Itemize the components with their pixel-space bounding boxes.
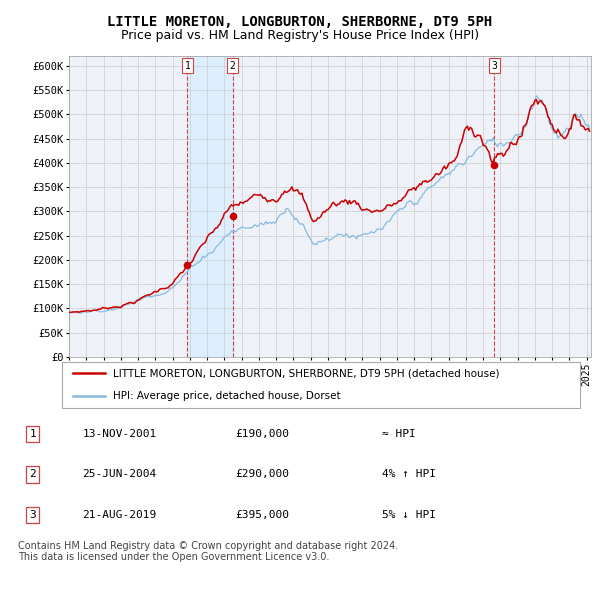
Text: 1: 1 bbox=[29, 429, 36, 439]
Text: LITTLE MORETON, LONGBURTON, SHERBORNE, DT9 5PH: LITTLE MORETON, LONGBURTON, SHERBORNE, D… bbox=[107, 15, 493, 29]
Text: 13-NOV-2001: 13-NOV-2001 bbox=[83, 429, 157, 439]
Text: 1: 1 bbox=[185, 61, 190, 71]
Text: £290,000: £290,000 bbox=[235, 470, 289, 479]
FancyBboxPatch shape bbox=[62, 362, 580, 408]
Text: LITTLE MORETON, LONGBURTON, SHERBORNE, DT9 5PH (detached house): LITTLE MORETON, LONGBURTON, SHERBORNE, D… bbox=[113, 368, 500, 378]
Text: 2: 2 bbox=[230, 61, 236, 71]
Bar bbox=[187, 56, 233, 357]
Text: ≈ HPI: ≈ HPI bbox=[382, 429, 416, 439]
Text: 3: 3 bbox=[491, 61, 497, 71]
Text: 25-JUN-2004: 25-JUN-2004 bbox=[83, 470, 157, 479]
Text: 4% ↑ HPI: 4% ↑ HPI bbox=[382, 470, 436, 479]
Text: 21-AUG-2019: 21-AUG-2019 bbox=[83, 510, 157, 520]
Text: Price paid vs. HM Land Registry's House Price Index (HPI): Price paid vs. HM Land Registry's House … bbox=[121, 30, 479, 42]
Text: HPI: Average price, detached house, Dorset: HPI: Average price, detached house, Dors… bbox=[113, 391, 341, 401]
Text: Contains HM Land Registry data © Crown copyright and database right 2024.
This d: Contains HM Land Registry data © Crown c… bbox=[18, 540, 398, 562]
Text: 3: 3 bbox=[29, 510, 36, 520]
Text: 2: 2 bbox=[29, 470, 36, 479]
Text: £395,000: £395,000 bbox=[235, 510, 289, 520]
Text: 5% ↓ HPI: 5% ↓ HPI bbox=[382, 510, 436, 520]
Text: £190,000: £190,000 bbox=[235, 429, 289, 439]
